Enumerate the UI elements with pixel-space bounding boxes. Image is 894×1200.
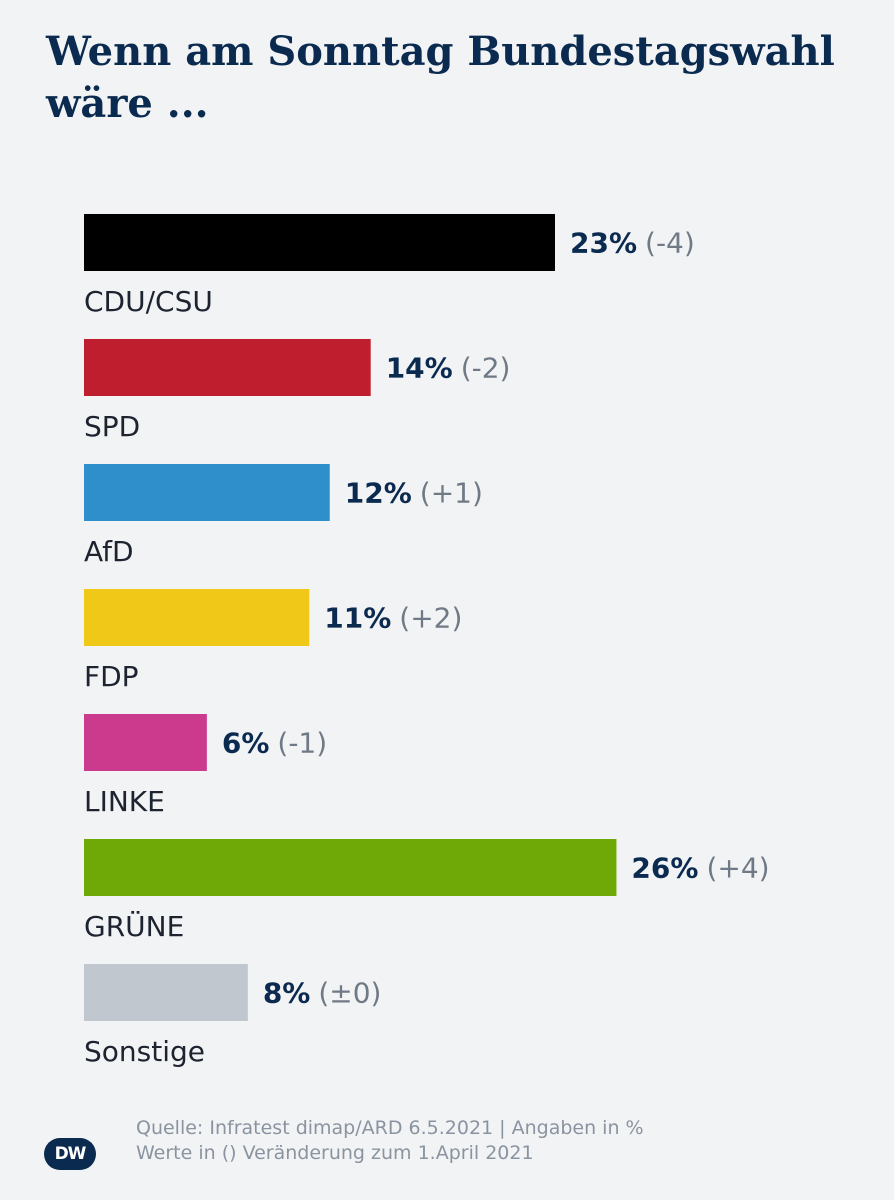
value-label-0: 23% (-4): [570, 227, 695, 260]
change-label: (-4): [645, 227, 695, 260]
change-label: (+4): [706, 852, 769, 885]
category-label-0: CDU/CSU: [84, 285, 213, 318]
percent-label: 14%: [386, 352, 453, 385]
chart-title: Wenn am Sonntag Bundestagswahl wäre ...: [46, 28, 835, 127]
category-label-3: FDP: [84, 660, 139, 693]
percent-label: 8%: [263, 977, 311, 1010]
change-label: (+1): [420, 477, 483, 510]
value-label-2: 12% (+1): [345, 477, 483, 510]
bar-3: [84, 589, 310, 646]
bar-4: [84, 714, 207, 771]
percent-label: 26%: [631, 852, 698, 885]
change-label: (-2): [461, 352, 511, 385]
bar-2: [84, 464, 330, 521]
bar-1: [84, 339, 371, 396]
category-label-1: SPD: [84, 410, 140, 443]
change-label: (-1): [277, 727, 327, 760]
value-label-1: 14% (-2): [386, 352, 511, 385]
value-label-4: 6% (-1): [222, 727, 327, 760]
bar-5: [84, 839, 617, 896]
value-label-5: 26% (+4): [631, 852, 769, 885]
category-label-6: Sonstige: [84, 1035, 205, 1068]
value-label-6: 8% (±0): [263, 977, 382, 1010]
category-label-5: GRÜNE: [84, 909, 184, 943]
change-label: (±0): [318, 977, 381, 1010]
category-label-2: AfD: [84, 535, 134, 568]
percent-label: 6%: [222, 727, 270, 760]
percent-label: 12%: [345, 477, 412, 510]
change-note-line: Werte in () Veränderung zum 1.April 2021: [136, 1142, 534, 1164]
dw-logo: DW: [44, 1138, 96, 1170]
source-line: Quelle: Infratest dimap/ARD 6.5.2021 | A…: [136, 1117, 644, 1139]
bar-6: [84, 964, 248, 1021]
value-label-3: 11% (+2): [324, 602, 462, 635]
category-label-4: LINKE: [84, 785, 165, 818]
source-note: Quelle: Infratest dimap/ARD 6.5.2021 | A…: [136, 1116, 644, 1166]
percent-label: 23%: [570, 227, 637, 260]
bar-0: [84, 214, 555, 271]
change-label: (+2): [399, 602, 462, 635]
percent-label: 11%: [324, 602, 391, 635]
